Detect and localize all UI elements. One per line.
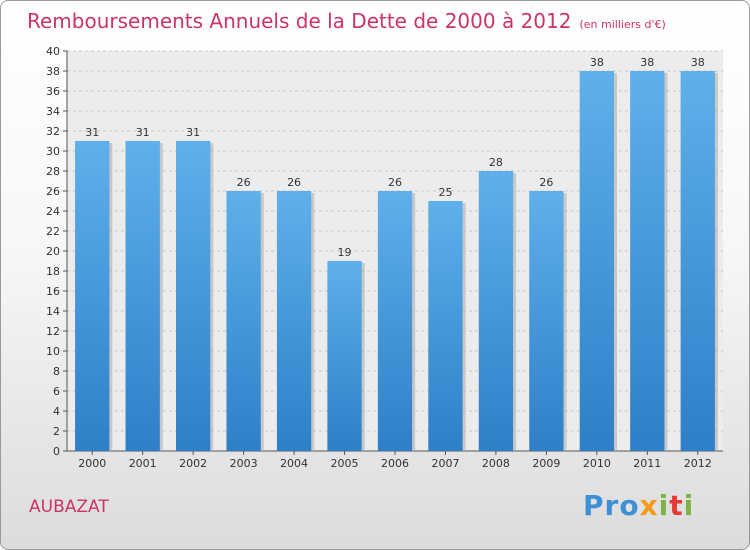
bar xyxy=(125,141,160,451)
bar-value-label: 38 xyxy=(691,56,705,69)
logo-letter: i xyxy=(658,489,670,522)
x-tick-label: 2005 xyxy=(331,457,359,470)
logo-letter: i xyxy=(683,489,695,522)
chart-subtitle: (en milliers d'€) xyxy=(579,18,666,31)
x-tick-label: 2010 xyxy=(583,457,611,470)
x-tick-label: 2011 xyxy=(633,457,661,470)
y-tick-label: 10 xyxy=(46,345,60,358)
bar xyxy=(175,141,211,451)
bar-value-label: 26 xyxy=(388,176,402,189)
y-tick-label: 24 xyxy=(46,205,60,218)
y-tick-label: 16 xyxy=(46,285,60,298)
logo-letter: o xyxy=(619,489,640,522)
x-tick-label: 2000 xyxy=(78,457,106,470)
y-tick-label: 36 xyxy=(46,85,60,98)
bar xyxy=(579,71,615,451)
y-tick-label: 8 xyxy=(53,365,60,378)
y-tick-label: 6 xyxy=(53,385,60,398)
bar-value-label: 38 xyxy=(640,56,654,69)
x-tick-label: 2009 xyxy=(532,457,560,470)
y-tick-label: 34 xyxy=(46,105,60,118)
commune-name: AUBAZAT xyxy=(29,497,109,517)
x-tick-label: 2007 xyxy=(431,457,459,470)
chart-title: Remboursements Annuels de la Dette de 20… xyxy=(27,9,666,33)
bar xyxy=(327,261,362,451)
bar xyxy=(630,71,665,451)
bar xyxy=(529,191,564,451)
y-tick-label: 12 xyxy=(46,325,60,338)
bar-value-label: 26 xyxy=(237,176,251,189)
x-tick-label: 2006 xyxy=(381,457,409,470)
bar xyxy=(276,191,312,451)
y-tick-label: 20 xyxy=(46,245,60,258)
y-tick-label: 38 xyxy=(46,65,60,78)
bar xyxy=(478,171,514,451)
y-tick-label: 40 xyxy=(46,45,60,58)
proxiti-logo: Proxiti xyxy=(583,489,694,522)
bar-value-label: 28 xyxy=(489,156,503,169)
bar xyxy=(428,201,463,451)
x-tick-label: 2012 xyxy=(684,457,712,470)
bar xyxy=(377,191,413,451)
y-tick-label: 28 xyxy=(46,165,60,178)
bar-value-label: 26 xyxy=(287,176,301,189)
logo-letter: t xyxy=(669,489,684,522)
y-tick-label: 4 xyxy=(53,405,60,418)
bar-value-label: 31 xyxy=(186,126,200,139)
y-tick-label: 14 xyxy=(46,305,60,318)
bar-value-label: 25 xyxy=(438,186,452,199)
bar xyxy=(226,191,261,451)
logo-letter: x xyxy=(639,489,659,522)
x-tick-label: 2004 xyxy=(280,457,308,470)
x-tick-label: 2003 xyxy=(230,457,258,470)
x-tick-label: 2002 xyxy=(179,457,207,470)
bar-value-label: 26 xyxy=(539,176,553,189)
bar xyxy=(75,141,110,451)
x-tick-label: 2001 xyxy=(129,457,157,470)
bar-value-label: 19 xyxy=(338,246,352,259)
y-tick-label: 32 xyxy=(46,125,60,138)
y-tick-label: 2 xyxy=(53,425,60,438)
y-tick-label: 30 xyxy=(46,145,60,158)
y-tick-label: 0 xyxy=(53,445,60,458)
y-tick-label: 22 xyxy=(46,225,60,238)
y-tick-label: 18 xyxy=(46,265,60,278)
logo-letter: P xyxy=(583,489,605,522)
logo-letter: r xyxy=(604,489,620,522)
bar-value-label: 31 xyxy=(85,126,99,139)
x-tick-label: 2008 xyxy=(482,457,510,470)
title-text: Remboursements Annuels de la Dette de 20… xyxy=(27,9,572,33)
y-tick-label: 26 xyxy=(46,185,60,198)
bar-value-label: 31 xyxy=(136,126,150,139)
bar-value-label: 38 xyxy=(590,56,604,69)
bar xyxy=(680,71,715,451)
